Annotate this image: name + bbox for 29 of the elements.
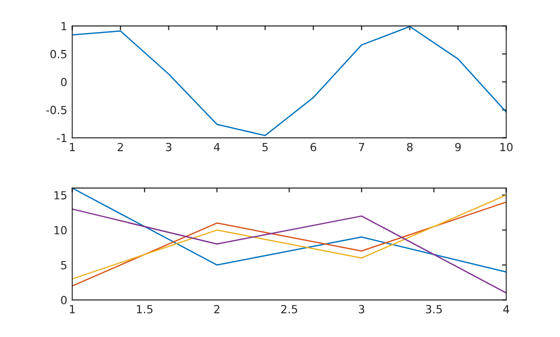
x-tick-label: 2 <box>118 142 123 152</box>
x-tick-label: 1 <box>70 142 75 152</box>
x-tick-label: 6 <box>310 142 316 152</box>
x-tick-label: 4 <box>214 142 220 152</box>
x-tick-label: 4 <box>503 305 510 314</box>
y-tick-label: -1 <box>56 134 66 142</box>
y-tick-label: 15 <box>54 191 66 200</box>
y-tick-label: -0.5 <box>46 106 66 114</box>
y-tick-label: 10 <box>54 226 67 234</box>
y-tick-label: 0 <box>61 296 67 304</box>
x-tick-label: 5 <box>262 142 268 152</box>
line-series <box>72 208 506 294</box>
x-tick-label: 10 <box>500 142 513 152</box>
x-tick-label: 8 <box>407 142 413 152</box>
y-tick-label: 0.5 <box>50 50 66 58</box>
x-tick-label: 1 <box>70 305 75 314</box>
x-tick-label: 2.5 <box>281 304 298 314</box>
x-tick-label: 2 <box>214 304 220 314</box>
x-tick-label: 3.5 <box>426 304 442 314</box>
x-tick-label: 9 <box>455 142 461 152</box>
y-tick-label: 0 <box>61 78 67 86</box>
y-tick-label: 1 <box>62 22 66 30</box>
line-series <box>72 201 506 287</box>
x-tick-label: 3 <box>166 142 172 152</box>
line-series <box>72 26 506 136</box>
y-tick-label: 5 <box>61 261 66 270</box>
x-tick-label: 1.5 <box>136 305 152 314</box>
x-tick-label: 3 <box>358 304 364 314</box>
x-tick-label: 7 <box>358 142 364 152</box>
